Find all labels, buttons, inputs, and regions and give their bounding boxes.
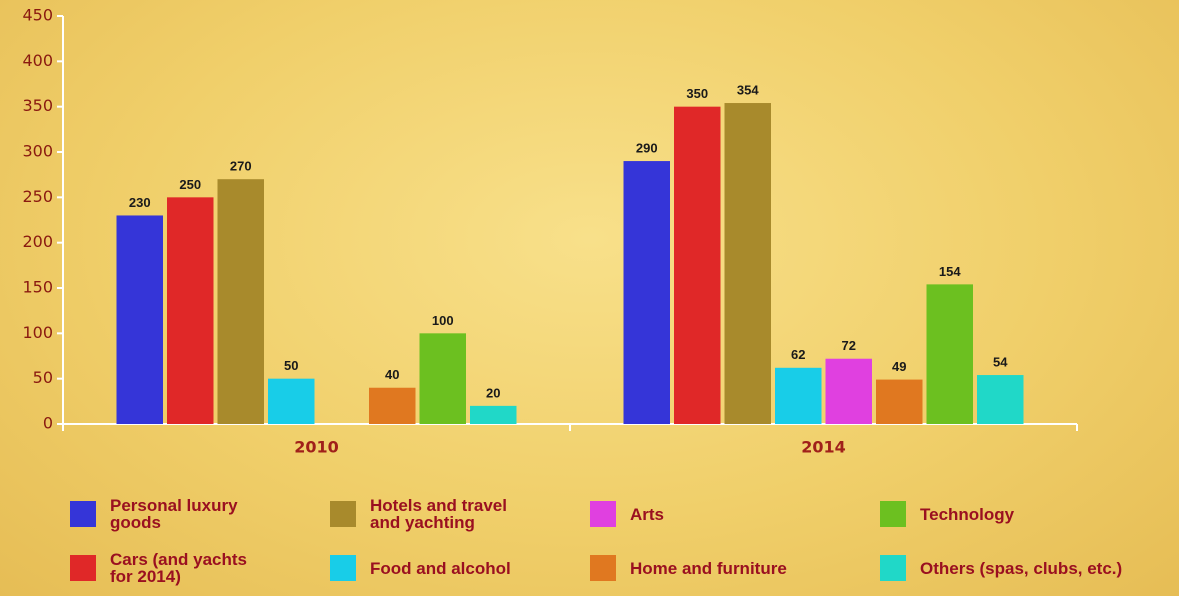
value-label: 250 (179, 177, 201, 192)
bar (825, 358, 872, 424)
x-tick-label: 2014 (801, 438, 846, 457)
legend-swatch (590, 501, 616, 527)
legend-label: Arts (630, 504, 665, 524)
legend-label: Cars (and yachts for 2014) (110, 550, 247, 586)
y-tick-label: 0 (43, 414, 53, 433)
value-label: 230 (129, 195, 151, 210)
y-tick-label: 100 (22, 323, 53, 342)
bar (268, 378, 315, 424)
bar (876, 379, 923, 424)
y-tick-label: 50 (33, 368, 53, 387)
value-label: 20 (486, 385, 500, 400)
value-label: 40 (385, 367, 399, 382)
legend-item: Hotels and travel and yachting (330, 494, 530, 534)
value-label: 290 (636, 141, 658, 156)
value-label: 49 (892, 359, 906, 374)
bar (369, 387, 416, 424)
value-label: 350 (686, 86, 708, 101)
legend-label: Hotels and travel and yachting (370, 496, 507, 532)
legend-label: Technology (920, 504, 1015, 524)
value-label: 50 (284, 358, 298, 373)
legend-label: Food and alcohol (370, 558, 511, 578)
legend-item: Arts (590, 494, 820, 534)
y-tick-label: 350 (22, 96, 53, 115)
bar (167, 197, 214, 424)
legend-label: Home and furniture (630, 558, 787, 578)
legend-swatch (70, 555, 96, 581)
legend-swatch (330, 555, 356, 581)
x-tick-label: 2010 (294, 438, 339, 457)
bar (724, 103, 771, 424)
legend-swatch (880, 501, 906, 527)
y-tick-label: 200 (22, 232, 53, 251)
value-label: 72 (842, 338, 856, 353)
value-label: 354 (737, 82, 759, 97)
value-label: 270 (230, 159, 252, 174)
value-label: 154 (939, 264, 961, 279)
legend-item: Food and alcohol (330, 548, 530, 588)
bar (674, 106, 721, 425)
y-tick-label: 450 (22, 6, 53, 25)
y-tick-label: 300 (22, 142, 53, 161)
bar (419, 333, 466, 424)
legend-item: Technology (880, 494, 1170, 534)
y-tick-label: 400 (22, 51, 53, 70)
bar (116, 215, 163, 424)
legend-swatch (880, 555, 906, 581)
value-label: 100 (432, 313, 454, 328)
bar (623, 161, 670, 425)
legend-item: Home and furniture (590, 548, 820, 588)
value-label: 54 (993, 354, 1008, 369)
legend-item: Cars (and yachts for 2014) (70, 548, 260, 588)
legend-swatch (330, 501, 356, 527)
legend-swatch (70, 501, 96, 527)
bar (470, 405, 517, 424)
value-label: 62 (791, 347, 805, 362)
legend-label: Personal luxury goods (110, 496, 238, 532)
bar (926, 284, 973, 424)
bar (775, 367, 822, 424)
legend-item: Others (spas, clubs, etc.) (880, 548, 1170, 588)
legend-item: Personal luxury goods (70, 494, 260, 534)
bar (217, 179, 264, 424)
y-tick-label: 250 (22, 187, 53, 206)
legend-swatch (590, 555, 616, 581)
y-tick-label: 150 (22, 278, 53, 297)
bar (977, 375, 1024, 424)
legend-label: Others (spas, clubs, etc.) (920, 558, 1123, 578)
